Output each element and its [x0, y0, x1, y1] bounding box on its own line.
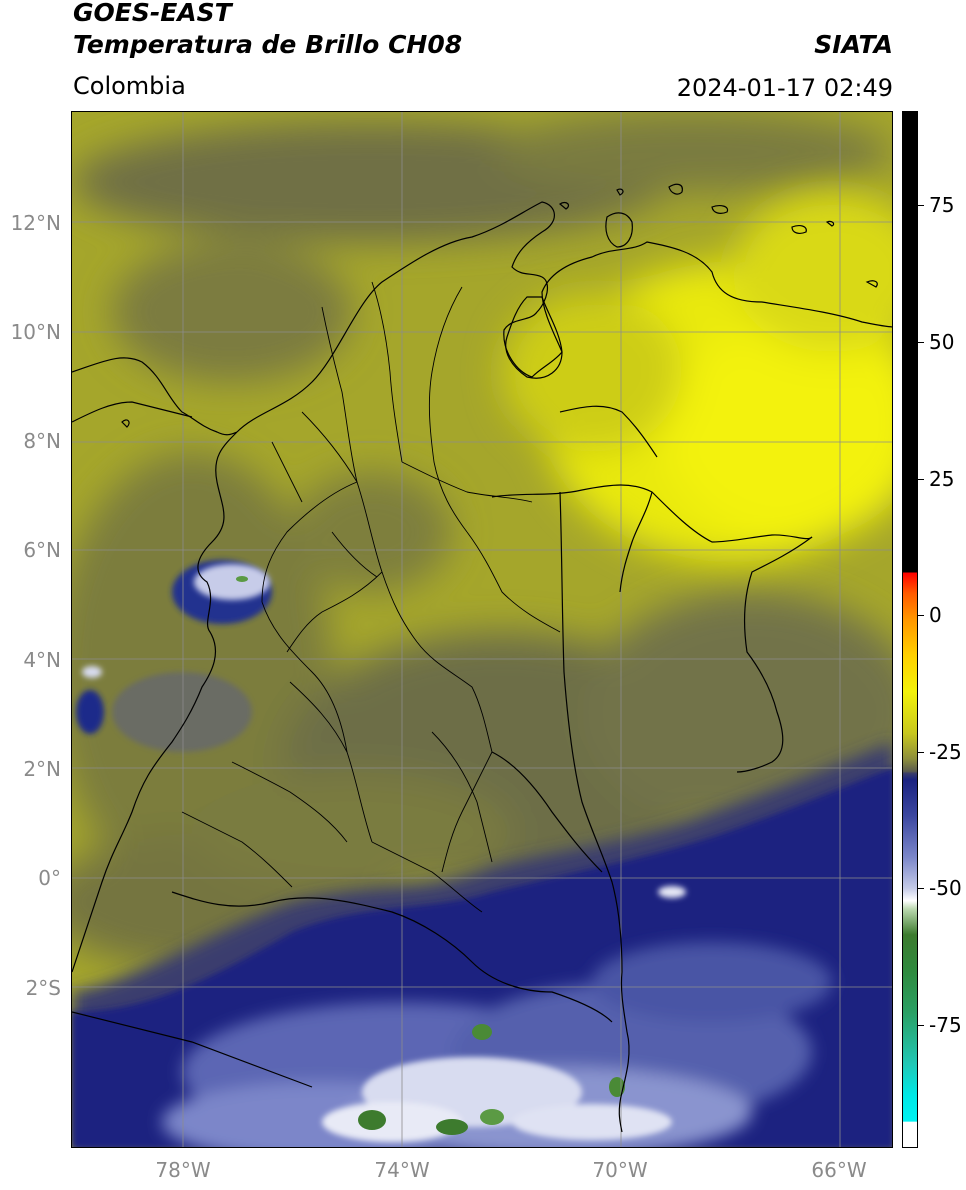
lat-label-4n: 4°N — [23, 648, 61, 672]
colorbar-tick-minus-50 — [918, 888, 924, 889]
colorbar-tick-0 — [918, 615, 924, 616]
timestamp-label: 2024-01-17 02:49 — [676, 74, 893, 102]
lat-label-10n: 10°N — [10, 320, 61, 344]
colorbar-label-minus-75: -75 — [929, 1013, 962, 1037]
gray-olive-regions — [72, 112, 892, 972]
lon-label-78w: 78°W — [155, 1158, 211, 1182]
lat-label-6n: 6°N — [23, 538, 61, 562]
colorbar-label-minus-25: -25 — [929, 740, 962, 764]
colorbar-label-0: 0 — [929, 603, 942, 627]
white-cloud-tops — [82, 564, 686, 1142]
title-line-1: GOES-EAST — [73, 0, 232, 27]
warm-yellow-region — [502, 192, 892, 562]
title-line-2: Temperatura de Brillo CH08 — [73, 30, 463, 59]
colorbar-label-50: 50 — [929, 330, 955, 354]
lon-label-70w: 70°W — [592, 1158, 648, 1182]
temperature-colorbar — [902, 111, 918, 1148]
lat-label-12n: 12°N — [10, 211, 61, 235]
colorbar-tick-minus-75 — [918, 1025, 924, 1026]
colorbar-tick-75 — [918, 205, 924, 206]
graticule — [72, 112, 892, 1147]
department-borders — [181, 281, 561, 913]
lat-label-2s: 2°S — [25, 976, 61, 1000]
brightness-temperature-map[interactable] — [72, 112, 893, 1148]
lon-label-66w: 66°W — [811, 1158, 867, 1182]
colorbar-label-75: 75 — [929, 193, 955, 217]
lat-label-8n: 8°N — [23, 429, 61, 453]
lon-label-74w: 74°W — [374, 1158, 430, 1182]
agency-label: SIATA — [814, 30, 893, 59]
colorbar-label-25: 25 — [929, 467, 955, 491]
region-label: Colombia — [73, 72, 186, 100]
lat-label-0: 0° — [38, 866, 61, 890]
colorbar-tick-minus-25 — [918, 752, 924, 753]
map-panel[interactable] — [71, 111, 893, 1148]
colorbar-label-minus-50: -50 — [929, 876, 962, 900]
lat-label-2n: 2°N — [23, 757, 61, 781]
colorbar-tick-50 — [918, 342, 924, 343]
colorbar-tick-25 — [918, 479, 924, 480]
coastlines-and-borders — [72, 183, 892, 1133]
